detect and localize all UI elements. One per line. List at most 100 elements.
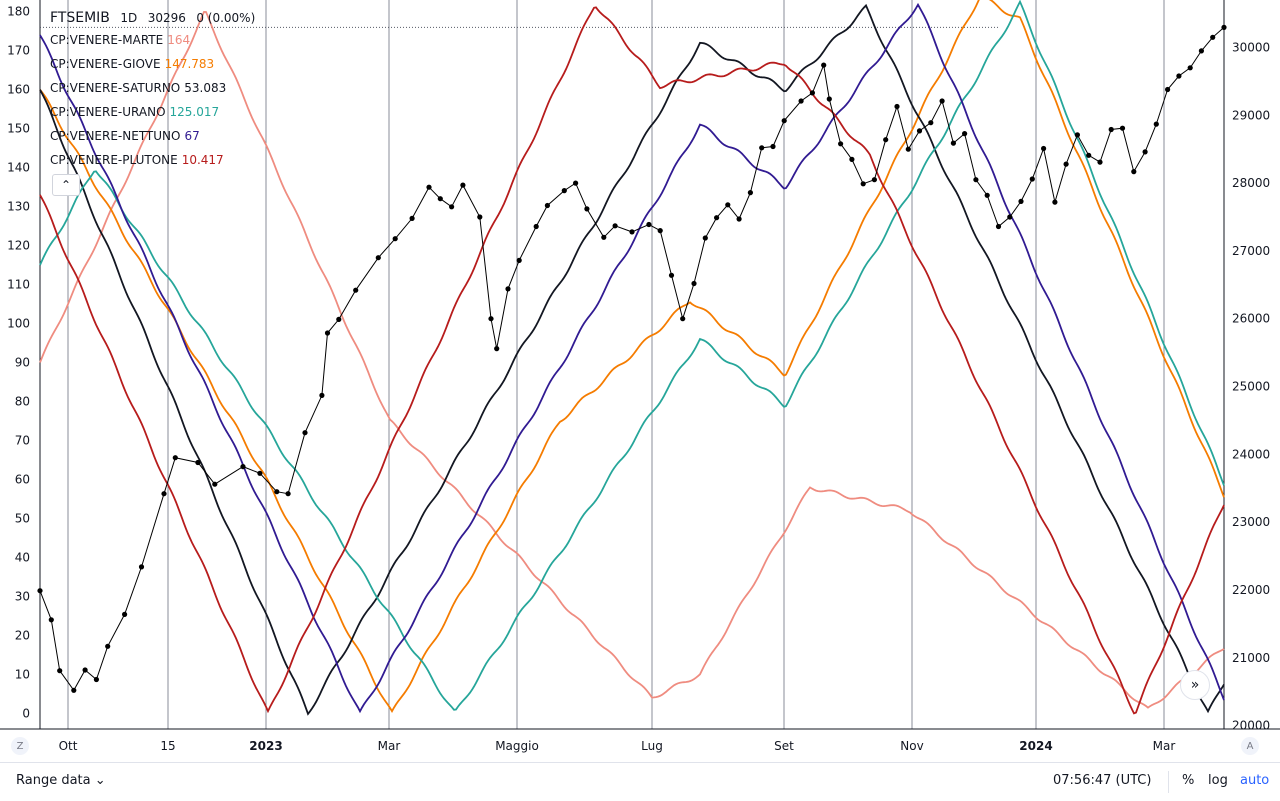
price-point [962, 131, 968, 137]
price-change: 0 (0.00%) [196, 11, 256, 25]
symbol-header: FTSEMIB 1D 30296 0 (0.00%) [50, 8, 255, 28]
price-point [437, 196, 443, 202]
price-point [274, 489, 280, 495]
x-axis-tick-label: 15 [160, 739, 175, 753]
price-point [1018, 198, 1024, 204]
price-point [1029, 176, 1035, 182]
price-point [392, 236, 398, 242]
price-point [161, 491, 167, 497]
left-axis-tick-label: 120 [7, 239, 30, 253]
right-axis-tick-label: 20000 [1232, 719, 1270, 733]
right-axis-tick-label: 23000 [1232, 515, 1270, 529]
left-axis-tick-label: 20 [15, 628, 30, 642]
price-point [928, 120, 934, 126]
left-axis-tick-label: 50 [15, 511, 30, 525]
legend-item[interactable]: CP:VENERE-PLUTONE 10.417 [50, 148, 255, 172]
cycle-line [39, 6, 1225, 715]
price-point [302, 430, 308, 436]
chart-background [0, 0, 1280, 762]
interval-label[interactable]: 1D [120, 11, 138, 25]
right-axis-tick-label: 28000 [1232, 176, 1270, 190]
legend-label: CP:VENERE-SATURNO [50, 81, 181, 95]
left-axis-tick-label: 80 [15, 395, 30, 409]
price-line [39, 27, 1225, 692]
price-point [195, 459, 201, 466]
date-range-label: Range data [16, 773, 91, 788]
price-point [781, 118, 787, 124]
legend-label: CP:VENERE-PLUTONE [50, 153, 178, 167]
left-axis-tick-label: 10 [15, 667, 30, 681]
price-point [240, 464, 246, 470]
price-point [1210, 34, 1216, 40]
price-point [612, 223, 618, 229]
legend-value: 10.417 [181, 153, 224, 167]
double-chevron-right-icon: » [1190, 677, 1200, 693]
left-axis-tick-label: 150 [7, 122, 30, 136]
toolbar-divider [1168, 771, 1169, 793]
chart-svg[interactable]: 0 10 20 30 40 50 60 70 80 90 100 110 120 130 140 150 160… [0, 0, 1280, 762]
auto-scale-button[interactable]: A [1241, 737, 1259, 755]
price-point [798, 98, 804, 104]
legend-item[interactable]: CP:VENERE-URANO 125.017 [50, 100, 255, 124]
price-point [601, 234, 607, 240]
x-axis-tick-label: Mar [1153, 739, 1176, 753]
zoom-reset-label: Z [16, 740, 24, 752]
price-point [1086, 152, 1092, 158]
auto-scale-toggle[interactable]: auto [1240, 773, 1270, 788]
price-point [770, 143, 776, 150]
scroll-to-realtime-button[interactable]: » [1180, 670, 1210, 700]
right-axis-tick-label: 22000 [1232, 583, 1270, 597]
legend-item[interactable]: CP:VENERE-GIOVE 147.783 [50, 52, 255, 76]
legend-label: CP:VENERE-NETTUNO [50, 129, 181, 143]
legend-label: CP:VENERE-URANO [50, 105, 166, 119]
right-axis-tick-label: 21000 [1232, 651, 1270, 665]
price-point [905, 146, 911, 152]
price-point [37, 588, 43, 594]
percent-scale-button[interactable]: % [1182, 773, 1195, 788]
price-point [48, 617, 54, 623]
price-point [324, 330, 331, 336]
price-point [1176, 73, 1182, 79]
chevron-down-icon: ⌄ [94, 773, 106, 788]
right-axis-tick-label: 30000 [1232, 40, 1270, 54]
price-point [93, 676, 99, 683]
price-point [172, 455, 178, 461]
left-axis-tick-label: 40 [15, 550, 30, 564]
left-axis-tick-label: 100 [7, 317, 30, 331]
cycle-line [39, 0, 1225, 711]
collapse-legend-button[interactable]: ⌃ [52, 174, 80, 196]
price-point [702, 235, 708, 241]
legend-value: 125.017 [169, 105, 220, 119]
utc-clock[interactable]: 07:56:47 (UTC) [1053, 773, 1152, 788]
price-point [319, 392, 325, 398]
price-point [1052, 199, 1058, 205]
price-point [426, 184, 432, 190]
left-axis-tick-label: 110 [7, 278, 30, 292]
legend-item[interactable]: CP:VENERE-MARTE 164 [50, 28, 255, 52]
price-point [477, 214, 483, 220]
right-axis-tick-label: 26000 [1232, 312, 1270, 326]
price-point [871, 177, 878, 183]
x-axis-tick-label: Nov [900, 739, 923, 753]
price-point [860, 181, 866, 187]
symbol-name[interactable]: FTSEMIB [50, 10, 110, 26]
price-point [680, 316, 686, 322]
price-point [57, 668, 63, 674]
legend-item[interactable]: CP:VENERE-NETTUNO 67 [50, 124, 255, 148]
price-point [1108, 126, 1114, 133]
zoom-reset-button[interactable]: Z [11, 737, 29, 755]
legend-label: CP:VENERE-MARTE [50, 33, 164, 47]
price-point [138, 564, 145, 570]
cycle-line [39, 2, 1225, 714]
price-point [984, 192, 990, 198]
price-point [668, 272, 675, 278]
price-point [1119, 125, 1126, 131]
date-range-button[interactable]: Range data ⌄ [16, 773, 106, 788]
last-price: 30296 [147, 11, 186, 25]
legend-item[interactable]: CP:VENERE-SATURNO 53.083 [50, 76, 255, 100]
log-scale-button[interactable]: log [1208, 773, 1228, 788]
price-point [212, 481, 218, 487]
price-point [629, 229, 635, 235]
price-point [950, 140, 957, 146]
